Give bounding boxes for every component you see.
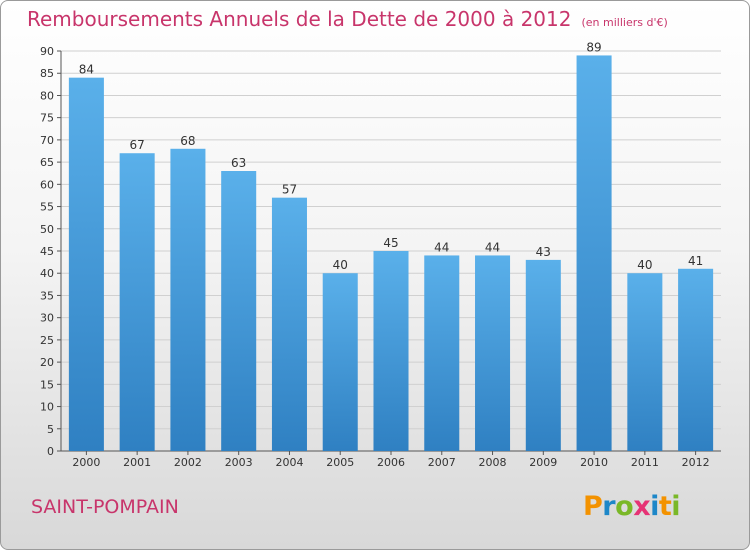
bar [525, 259, 561, 451]
bar-value-label: 44 [434, 240, 449, 254]
bar [678, 268, 714, 451]
y-tick-label: 65 [40, 156, 54, 169]
bar-value-label: 41 [688, 254, 703, 268]
proxiti-logo: Proxiti [583, 491, 681, 522]
x-tick-label: 2000 [72, 456, 100, 469]
bar-value-label: 43 [536, 245, 551, 259]
y-tick-label: 40 [40, 267, 54, 280]
logo-letter: P [583, 491, 603, 522]
x-tick-label: 2012 [682, 456, 710, 469]
logo-letter: o [615, 491, 634, 522]
y-tick-label: 55 [40, 201, 54, 214]
y-tick-label: 15 [40, 378, 54, 391]
bar [221, 171, 257, 451]
x-tick-label: 2002 [174, 456, 202, 469]
logo-letter: r [602, 491, 616, 522]
bar-value-label: 45 [383, 236, 398, 250]
bar-value-label: 40 [333, 258, 348, 272]
bar-value-label: 84 [79, 63, 94, 77]
bar [576, 55, 612, 451]
logo-letter: t [658, 491, 672, 522]
y-tick-label: 20 [40, 356, 54, 369]
y-tick-label: 5 [47, 423, 54, 436]
x-tick-label: 2007 [428, 456, 456, 469]
bar [475, 255, 511, 451]
y-tick-label: 25 [40, 334, 54, 347]
title-main: Remboursements Annuels de la Dette de 20… [27, 7, 572, 31]
bar-value-label: 63 [231, 156, 246, 170]
x-tick-label: 2001 [123, 456, 151, 469]
logo-letter: i [671, 491, 681, 522]
bar-value-label: 89 [586, 40, 601, 54]
chart-title: Remboursements Annuels de la Dette de 20… [27, 7, 668, 31]
y-tick-label: 80 [40, 89, 54, 102]
y-tick-label: 70 [40, 134, 54, 147]
bar [68, 77, 104, 452]
logo-letter: i [650, 491, 659, 522]
x-tick-label: 2005 [326, 456, 354, 469]
y-tick-label: 90 [40, 45, 54, 58]
y-tick-label: 85 [40, 67, 54, 80]
x-tick-label: 2008 [479, 456, 507, 469]
bar-value-label: 40 [637, 258, 652, 272]
y-tick-label: 50 [40, 223, 54, 236]
x-tick-label: 2004 [275, 456, 303, 469]
y-tick-label: 30 [40, 312, 54, 325]
commune-name: SAINT-POMPAIN [31, 496, 179, 518]
x-tick-label: 2009 [529, 456, 557, 469]
x-tick-label: 2003 [225, 456, 253, 469]
bar [170, 148, 206, 451]
title-unit: (en milliers d'€) [581, 16, 668, 29]
logo-letter: x [633, 491, 651, 522]
bar-value-label: 68 [180, 134, 195, 148]
x-tick-label: 2006 [377, 456, 405, 469]
y-tick-label: 75 [40, 112, 54, 125]
y-tick-label: 10 [40, 401, 54, 414]
x-tick-label: 2010 [580, 456, 608, 469]
bar [373, 251, 409, 451]
y-tick-label: 45 [40, 245, 54, 258]
bar [271, 197, 307, 451]
bar [119, 153, 155, 451]
y-tick-label: 60 [40, 178, 54, 191]
bar-value-label: 57 [282, 183, 297, 197]
y-tick-label: 0 [47, 445, 54, 458]
y-tick-label: 35 [40, 289, 54, 302]
bar [627, 273, 663, 451]
bar [424, 255, 460, 451]
bar [322, 273, 358, 451]
x-tick-label: 2011 [631, 456, 659, 469]
bar-value-label: 67 [130, 138, 145, 152]
bar-value-label: 44 [485, 240, 500, 254]
